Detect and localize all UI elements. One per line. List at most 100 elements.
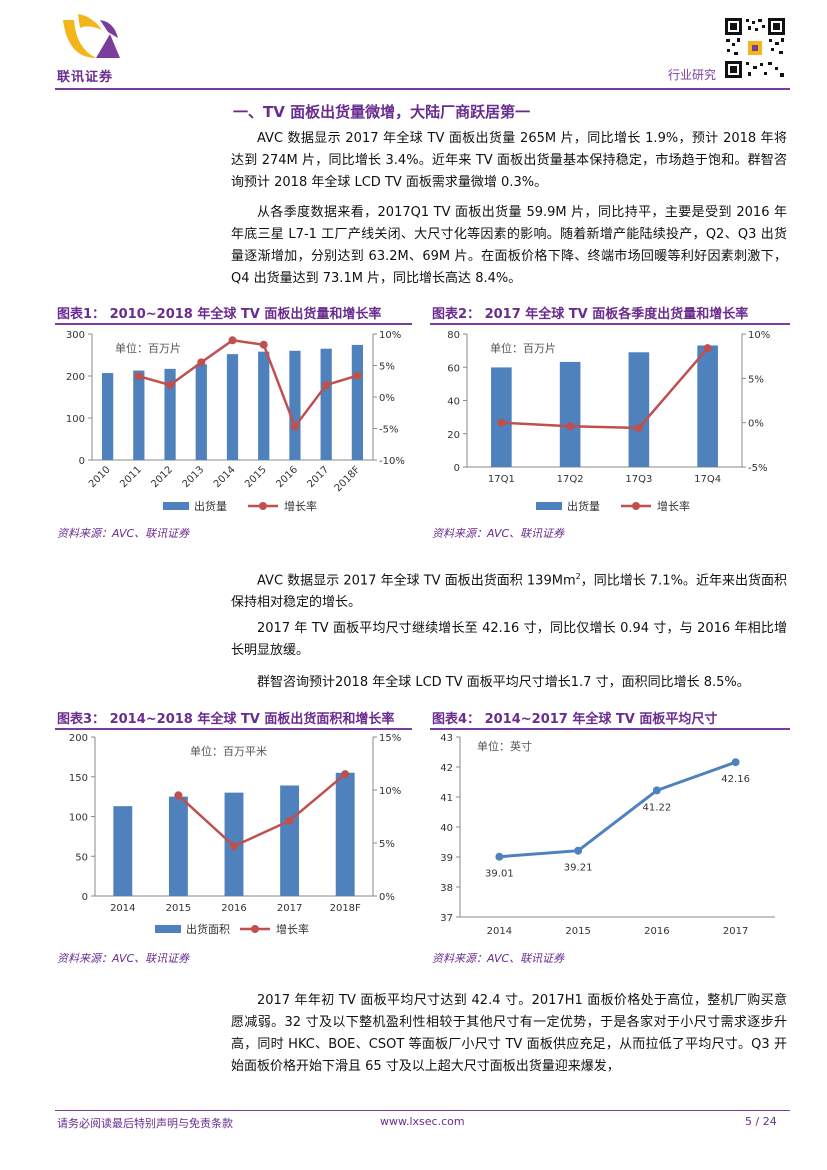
x-tick-label: 2016 [221,903,246,914]
y-tick-label-left: 40 [447,397,460,408]
x-tick-label: 2012 [149,464,175,490]
paragraph-2: 从各季度数据来看，2017Q1 TV 面板出货量 59.9M 片，同比持平，主要… [231,205,787,286]
footer-disclaimer[interactable]: 请务必阅读最后特别声明与免责条款 [57,1117,233,1130]
bar-2018F [335,772,355,896]
y-tick-label-right: -5% [748,463,767,474]
y-tick-label-left: 80 [447,330,460,341]
bar-2014 [113,806,133,896]
bar-2010 [101,373,114,460]
y-tick-label-right: 5% [748,374,764,385]
growth-rate-point [228,336,237,345]
y-tick-label-right: 10% [748,330,770,341]
bar-17Q1 [491,367,512,467]
figure-3-source: 资料来源：AVC、联讯证券 [57,952,190,965]
figure-2-rule [430,323,790,325]
paragraph-3-text-end: ，同比增长 7.1%。近年来出货面积保持相对稳定的增长。 [231,573,787,611]
x-tick-label: 2010 [87,464,113,490]
growth-rate-point [497,418,506,427]
data-label: 41.22 [643,802,672,813]
y-tick-label-right: 5% [379,839,395,850]
y-tick-label-left: 200 [69,733,88,744]
bar-2011 [133,370,145,460]
x-tick-label: 2011 [118,464,144,490]
bar-17Q3 [628,352,650,467]
x-tick-label: 2017 [277,903,302,914]
footer-website[interactable]: www.lxsec.com [380,1115,465,1128]
legend-line-marker [632,502,640,510]
x-tick-label: 2015 [243,464,269,490]
figure-1-chart: 0 100 200 300 -10% -5% 0% 5% 10% 2010 2011 2012 2013… [66,330,405,513]
figure-2-title: 图表2： 2017 年全球 TV 面板各季度出货量和增长率 [432,303,748,322]
figure-3-chart: 0 50 100 150 200 0% 5% 10% 15% 2014 2015 2016 2017 20… [69,733,401,936]
unit-note: 单位：英寸 [477,739,532,753]
figure-1-title: 图表1： 2010~2018 年全球 TV 面板出货量和增长率 [57,303,381,322]
footer-divider [55,1110,790,1111]
legend-bar-label: 出货量 [567,499,600,513]
y-tick-label-right: -10% [379,456,405,467]
figure-2-caption: 2017 年全球 TV 面板各季度出货量和增长率 [484,307,749,322]
x-tick-label: 2014 [487,926,512,937]
growth-rate-point [166,381,175,390]
paragraph-5: 群智咨询预计2018 年全球 LCD TV 面板平均尺寸增长1.7 寸，面积同比… [257,675,750,690]
y-tick-label-left: 0 [79,456,85,467]
company-name: 联讯证券 [57,70,114,85]
bar-2017 [280,785,300,896]
y-tick-label-right: 0% [379,892,395,903]
bar-2017 [320,348,332,460]
x-tick-label: 17Q2 [557,474,584,485]
y-tick-label-left: 0 [454,463,460,474]
bar-2018F [351,344,364,460]
y-tick-label-left: 50 [75,852,88,863]
x-tick-label: 2015 [565,926,590,937]
average-size-line [499,760,737,859]
growth-rate-point [134,372,143,381]
growth-rate-point [566,422,575,431]
unit-note: 单位：百万片 [490,341,556,355]
growth-rate-point [285,816,294,825]
legend-line-marker [251,925,259,933]
section-title: 一、TV 面板出货量微增，大陆厂商跃居第一 [233,103,531,121]
footer-page-number: 5 / 24 [745,1115,777,1128]
x-tick-label: 2017 [306,464,332,490]
average-size-point [652,786,661,795]
figure-1-label: 图表1： [57,307,106,322]
unit-note: 单位：百万平米 [190,744,267,758]
y-tick-label: 42 [440,763,453,774]
paragraph-6: 2017 年年初 TV 面板平均尺寸达到 42.4 寸。2017H1 面板价格处… [231,993,787,1074]
growth-rate-line [138,338,358,430]
y-tick-label-right: 0% [379,393,395,404]
legend-bar-swatch [536,502,562,510]
legend-bar-swatch [155,925,181,933]
legend-line-marker [259,502,267,510]
growth-rate-line [177,773,347,848]
figure-2-label: 图表2： [432,307,481,322]
y-tick-label-right: 10% [379,330,401,341]
legend-bar-swatch [163,502,189,510]
figure-2-chart: 0 20 40 60 80 -5% 0% 5% 10% 17Q1 17Q2 17Q3 17Q4 单位：百万… [447,330,770,513]
legend-line-label: 增长率 [284,499,317,513]
x-tick-label: 2013 [181,464,207,490]
paragraph-3: AVC 数据显示 2017 年全球 TV 面板出货面积 139Mm2，同比增长 … [231,566,787,614]
report-type-label: 行业研究 [668,68,717,82]
x-tick-label: 17Q4 [694,474,721,485]
x-tick-label: 2017 [723,926,748,937]
paragraph-3-superscript: 2 [575,572,581,581]
figure-3-label: 图表3： [57,712,106,727]
bar-2015 [168,796,188,896]
bar-2013 [195,364,207,460]
y-tick-label-left: 60 [447,363,460,374]
y-tick-label-left: 100 [66,414,85,425]
figure-4-rule [430,728,790,730]
figure-4-source: 资料来源：AVC、联讯证券 [432,952,565,965]
y-tick-label-left: 200 [66,372,85,383]
figure-3-title: 图表3： 2014~2018 年全球 TV 面板出货面积和增长率 [57,708,394,727]
figure-2-source: 资料来源：AVC、联讯证券 [432,527,565,540]
growth-rate-point [174,791,183,800]
y-tick-label-left: 0 [82,892,88,903]
growth-rate-point [703,344,712,353]
x-tick-label: 17Q3 [625,474,652,485]
bar-2012 [164,368,176,460]
paragraph-3-text: AVC 数据显示 2017 年全球 TV 面板出货面积 139Mm [257,573,576,589]
bar-2014 [226,354,239,460]
x-tick-label: 2018F [330,903,361,914]
